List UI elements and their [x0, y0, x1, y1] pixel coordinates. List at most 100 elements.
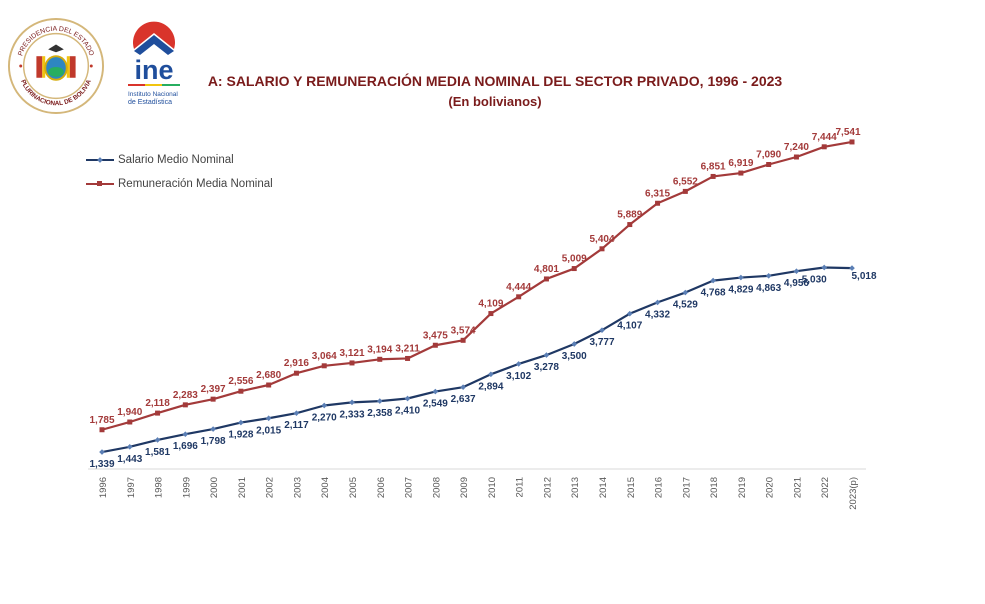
- x-tick-label: 2014: [598, 477, 609, 498]
- data-point-remuneracion: [821, 144, 827, 150]
- legend-line-remuneracion: [86, 181, 114, 186]
- data-label-remuneracion: 7,240: [784, 142, 809, 153]
- x-tick-label: 2003: [292, 477, 303, 498]
- data-label-remuneracion: 4,444: [506, 282, 531, 293]
- data-point-salario: [460, 384, 466, 390]
- data-point-salario: [710, 277, 716, 284]
- x-tick-label: 2021: [792, 477, 803, 498]
- data-label-salario: 3,500: [562, 351, 587, 362]
- data-label-salario: 4,829: [728, 285, 753, 296]
- data-label-salario: 2,270: [312, 413, 337, 424]
- data-point-remuneracion: [405, 355, 411, 361]
- chart-title: A: SALARIO Y REMUNERACIÓN MEDIA NOMINAL …: [207, 73, 783, 89]
- data-point-salario: [599, 327, 605, 333]
- data-label-remuneracion: 3,211: [395, 343, 420, 354]
- data-label-remuneracion: 2,118: [145, 398, 170, 409]
- data-point-salario: [821, 264, 828, 271]
- data-label-salario: 4,956: [784, 278, 809, 289]
- data-label-salario: 2,015: [256, 425, 281, 436]
- data-label-salario: 4,529: [673, 300, 698, 311]
- data-point-salario: [404, 395, 411, 402]
- x-tick-label: 2007: [404, 477, 415, 498]
- x-tick-label: 2005: [348, 477, 359, 498]
- data-label-remuneracion: 7,541: [835, 127, 860, 138]
- data-label-salario: 5,018: [851, 271, 876, 282]
- series-line-salario: [101, 266, 853, 454]
- data-point-salario: [682, 289, 689, 296]
- legend-line-salario: [86, 157, 114, 163]
- data-label-salario: 4,768: [701, 288, 726, 299]
- data-point-salario: [626, 310, 633, 317]
- data-label-remuneracion: 2,397: [201, 384, 226, 395]
- x-tick-label: 2010: [487, 477, 498, 498]
- chart-subtitle: (En bolivianos): [448, 94, 542, 109]
- data-label-salario: 1,798: [201, 436, 226, 447]
- legend-item-remuneracion: Remuneración Media Nominal: [86, 172, 273, 196]
- data-point-salario: [654, 299, 661, 306]
- data-point-remuneracion: [682, 188, 688, 194]
- data-label-remuneracion: 7,090: [756, 150, 781, 161]
- data-point-remuneracion: [488, 311, 494, 317]
- x-tick-label: 2004: [320, 477, 331, 498]
- data-label-remuneracion: 3,574: [451, 325, 476, 336]
- data-label-salario: 4,107: [617, 321, 642, 332]
- legend-label-salario: Salario Medio Nominal: [118, 154, 234, 166]
- data-label-salario: 5,030: [802, 275, 827, 286]
- data-point-remuneracion: [849, 139, 855, 145]
- x-tick-label: 2023(p): [848, 477, 859, 510]
- data-label-salario: 2,410: [395, 406, 420, 417]
- data-label-salario: 2,549: [423, 399, 448, 410]
- x-tick-label: 2000: [209, 477, 220, 498]
- data-label-remuneracion: 4,801: [534, 264, 559, 275]
- data-point-remuneracion: [543, 276, 549, 282]
- data-point-remuneracion: [377, 356, 383, 362]
- x-tick-label: 2001: [237, 477, 248, 498]
- ine-logo-sub1: Instituto Nacional: [128, 91, 178, 98]
- data-label-remuneracion: 6,315: [645, 188, 670, 199]
- data-label-remuneracion: 2,283: [173, 390, 198, 401]
- data-point-salario: [210, 426, 216, 432]
- x-tick-label: 1998: [154, 477, 165, 498]
- data-point-remuneracion: [182, 402, 188, 408]
- x-tick-label: 1999: [181, 477, 192, 498]
- x-tick-label: 2020: [765, 477, 776, 498]
- data-label-remuneracion: 5,009: [562, 254, 587, 265]
- data-point-salario: [182, 431, 189, 438]
- x-tick-label: 1997: [126, 477, 137, 498]
- data-point-remuneracion: [793, 154, 799, 160]
- data-label-salario: 3,777: [589, 337, 614, 348]
- data-point-salario: [543, 352, 550, 358]
- data-label-salario: 4,863: [756, 283, 781, 294]
- data-label-salario: 1,443: [117, 454, 142, 465]
- data-point-remuneracion: [571, 266, 577, 272]
- data-point-remuneracion: [321, 363, 327, 369]
- data-point-remuneracion: [127, 419, 133, 425]
- x-tick-label: 2011: [515, 477, 526, 497]
- data-point-salario: [571, 341, 578, 347]
- data-point-remuneracion: [210, 396, 216, 402]
- data-label-remuneracion: 6,851: [701, 161, 726, 172]
- legend-item-salario: Salario Medio Nominal: [86, 148, 273, 172]
- data-label-salario: 4,332: [645, 309, 670, 320]
- x-tick-label: 2018: [709, 477, 720, 498]
- data-label-remuneracion: 3,194: [367, 344, 392, 355]
- data-point-remuneracion: [99, 427, 105, 433]
- data-label-salario: 3,102: [506, 371, 531, 382]
- x-tick-label: 2008: [431, 477, 442, 498]
- data-label-remuneracion: 4,109: [478, 299, 503, 310]
- x-tick-label: 2017: [681, 477, 692, 498]
- data-point-remuneracion: [155, 410, 161, 416]
- x-tick-label: 2002: [265, 477, 276, 498]
- data-label-salario: 1,696: [173, 441, 198, 452]
- data-point-remuneracion: [738, 170, 744, 176]
- data-label-remuneracion: 2,556: [228, 376, 253, 387]
- data-point-remuneracion: [460, 337, 466, 343]
- data-point-salario: [99, 449, 105, 455]
- data-label-remuneracion: 7,444: [812, 132, 837, 143]
- data-label-salario: 1,339: [89, 459, 114, 470]
- data-point-remuneracion: [266, 382, 272, 388]
- data-label-remuneracion: 1,940: [117, 407, 142, 418]
- data-point-remuneracion: [349, 360, 355, 366]
- data-label-remuneracion: 2,916: [284, 358, 309, 369]
- data-label-salario: 1,581: [145, 447, 170, 458]
